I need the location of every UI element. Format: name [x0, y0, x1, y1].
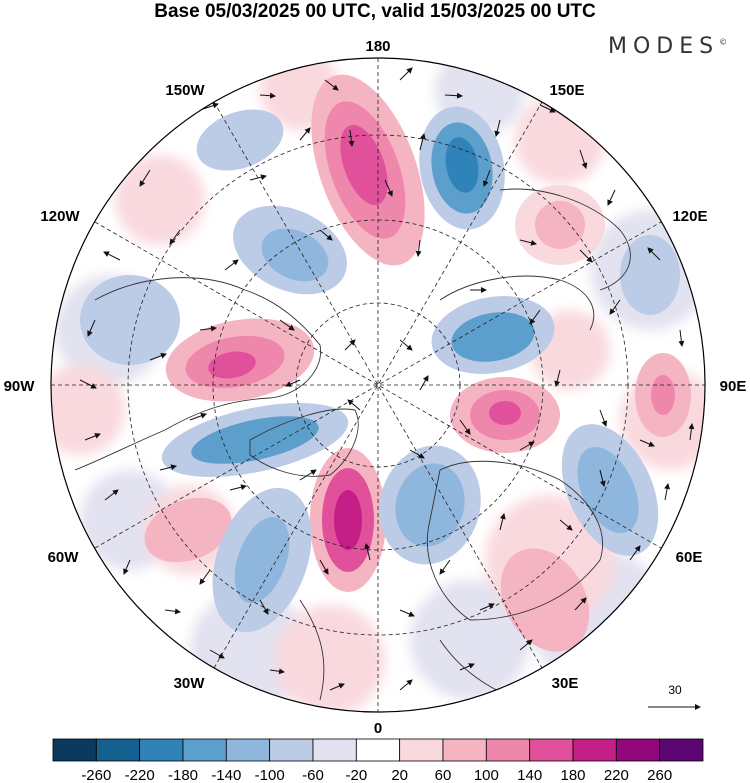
brand-logo: MODES©: [608, 34, 727, 59]
colorbar-tick-label: -260: [81, 767, 111, 783]
colorbar-swatch: [615, 738, 661, 762]
colorbar-tick-label: 260: [647, 767, 672, 783]
anomaly-field: [51, 58, 705, 712]
colorbar-swatch: [312, 738, 357, 762]
lon-label-180: 180: [365, 38, 390, 55]
colorbar-tick-label: -60: [302, 767, 324, 783]
colorbar-tick-label: 220: [604, 767, 629, 783]
colorbar: -260 -220 -180 -140 -100 -60 -20 20 60 100 140 180 2…: [52, 738, 704, 783]
colorbar-tick-label: -180: [168, 767, 198, 783]
colorbar-tick-label: 100: [474, 767, 499, 783]
lon-label-90e: 90E: [720, 378, 747, 395]
colorbar-swatch: [399, 738, 444, 762]
colorbar-swatch: [659, 738, 704, 762]
lon-label-60w: 60W: [48, 549, 80, 566]
colorbar-tick-label: 140: [517, 767, 542, 783]
colorbar-swatch: [269, 738, 314, 762]
lon-label-90w: 90W: [4, 378, 36, 395]
anomaly-centers: [80, 74, 691, 652]
colorbar-swatch: [95, 738, 141, 762]
graticule: [51, 58, 705, 712]
colorbar-swatch: [572, 738, 617, 762]
colorbar-swatch: [485, 738, 531, 762]
lon-label-150w: 150W: [165, 82, 205, 99]
colorbar-swatch: [442, 738, 487, 762]
colorbar-swatch: [139, 738, 184, 762]
colorbar-swatch: [182, 738, 227, 762]
colorbar-tick-label: 60: [435, 767, 452, 783]
colorbar-tick-label: -140: [211, 767, 241, 783]
colorbar-tick-label: -220: [125, 767, 155, 783]
colorbar-swatch: [225, 738, 271, 762]
lon-label-120w: 120W: [40, 208, 80, 225]
colorbar-swatch: [529, 738, 574, 762]
brand-mark: ©: [719, 37, 728, 47]
lon-label-60e: 60E: [676, 549, 703, 566]
reference-vector: 30: [648, 683, 701, 710]
brand-text: MODES: [608, 34, 720, 59]
colorbar-tick-label: 180: [560, 767, 585, 783]
coastlines: [74, 188, 631, 701]
lon-label-0: 0: [374, 720, 382, 737]
map-boundary: [50, 57, 706, 713]
wind-vectors: [79, 67, 695, 691]
colorbar-swatch: [52, 738, 97, 762]
lon-label-120e: 120E: [672, 208, 707, 225]
colorbar-tick-label: -20: [345, 767, 367, 783]
colorbar-swatch: [355, 738, 401, 762]
longitude-labels: 180 150E 120E 90E 60E 30E 0 30W 60W 90W …: [4, 38, 747, 737]
lon-label-150e: 150E: [549, 82, 584, 99]
reference-vector-label: 30: [668, 683, 682, 697]
map-title: Base 05/03/2025 00 UTC, valid 15/03/2025…: [154, 1, 596, 22]
lon-label-30w: 30W: [174, 675, 206, 692]
colorbar-tick-label: 20: [391, 767, 408, 783]
colorbar-tick-label: -100: [255, 767, 285, 783]
lon-label-30e: 30E: [552, 675, 579, 692]
